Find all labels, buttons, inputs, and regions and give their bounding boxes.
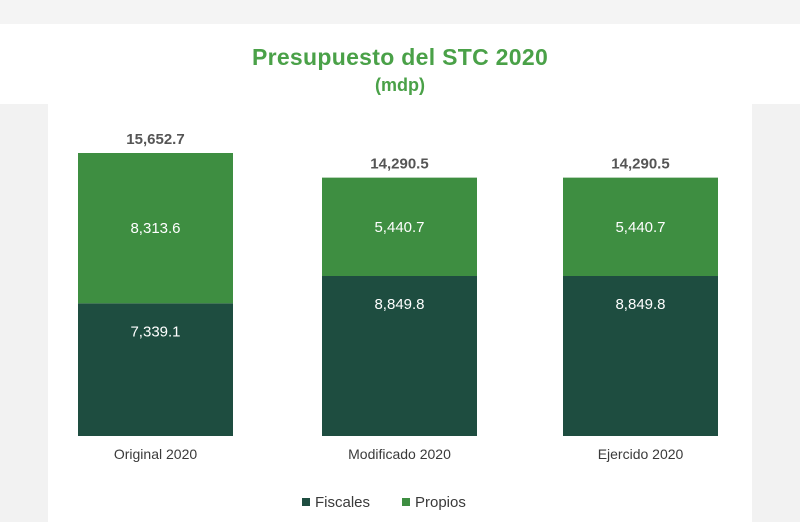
bar-propios-1 (78, 153, 233, 304)
bar-fiscales-2 (322, 275, 477, 436)
total-label-2: 14,290.5 (370, 156, 428, 173)
bar-propios-3 (563, 177, 718, 276)
category-label-3: Ejercido 2020 (598, 446, 684, 462)
top-band (0, 0, 800, 24)
legend-label-fiscales: Fiscales (315, 494, 370, 511)
category-label-1: Original 2020 (114, 446, 197, 462)
category-label-2: Modificado 2020 (348, 446, 451, 462)
legend-label-propios: Propios (415, 494, 466, 511)
data-label-fiscales-2: 8,849.8 (374, 296, 424, 313)
data-label-propios-3: 5,440.7 (615, 219, 665, 236)
bar-fiscales-1 (78, 303, 233, 436)
data-label-propios-1: 8,313.6 (130, 220, 180, 237)
bar-propios-2 (322, 177, 477, 276)
total-label-1: 15,652.7 (126, 131, 184, 148)
data-label-fiscales-3: 8,849.8 (615, 296, 665, 313)
legend-swatch-fiscales (302, 498, 310, 506)
data-label-propios-2: 5,440.7 (374, 219, 424, 236)
total-label-3: 14,290.5 (611, 156, 669, 173)
title-block: Presupuesto del STC 2020 (mdp) (0, 24, 800, 104)
data-label-fiscales-1: 7,339.1 (130, 323, 180, 340)
chart-subtitle: (mdp) (375, 75, 425, 95)
bar-fiscales-3 (563, 275, 718, 436)
legend-swatch-propios (402, 498, 410, 506)
chart-title: Presupuesto del STC 2020 (251, 44, 549, 70)
